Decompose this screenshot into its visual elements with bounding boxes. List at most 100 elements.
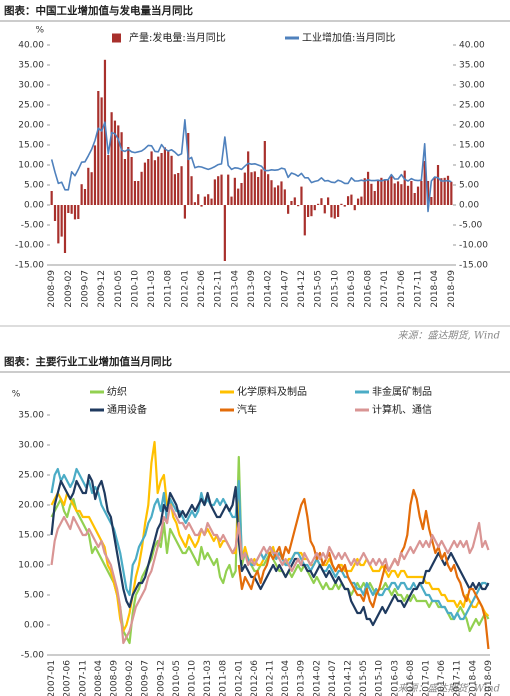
legend-swatch [112, 33, 121, 43]
bar [390, 176, 393, 205]
x-tick-label: 2016-08 [406, 660, 416, 696]
y-tick-label: 25.00 [18, 471, 44, 481]
bar [133, 181, 137, 205]
bar [163, 147, 167, 205]
x-tick-label: 2015-10 [330, 270, 340, 308]
x-tick-label: 2017-11 [414, 270, 424, 308]
x-tick-label: 2013-09 [297, 660, 307, 696]
y-tick-label: -15.00 [15, 261, 44, 271]
x-tick-label: 2018-04 [430, 270, 440, 308]
legend-label: 工业增加值:当月同比 [302, 31, 395, 44]
x-tick-label: 2011-03 [147, 270, 157, 308]
bar [440, 178, 443, 205]
bar [300, 186, 303, 205]
bar [60, 205, 63, 237]
y2-tick-label: 25.00 [459, 101, 485, 111]
bar [257, 177, 260, 205]
x-tick-label: 2017-11 [453, 660, 463, 696]
line [50, 119, 452, 213]
y2-tick-label: -5.00 [459, 221, 483, 231]
bar [137, 181, 140, 205]
y2-tick-label: 5.00 [459, 181, 479, 191]
bar [83, 189, 87, 205]
bar [313, 205, 316, 211]
y-tick-label: 15.00 [18, 531, 44, 541]
bar [190, 176, 193, 205]
bar [327, 197, 330, 205]
bar [170, 155, 173, 205]
y-tick-label: 5.00 [24, 591, 44, 601]
bar [53, 205, 57, 221]
bar [406, 185, 410, 205]
bar [150, 151, 153, 205]
bar [120, 132, 123, 205]
y-unit: % [35, 26, 44, 36]
x-tick-label: 2017-06 [437, 660, 447, 696]
x-tick-label: 2016-03 [390, 660, 400, 696]
x-tick-label: 2012-11 [214, 270, 224, 308]
bar [297, 205, 300, 207]
bar [270, 180, 273, 205]
x-tick-label: 2015-10 [375, 660, 385, 696]
x-tick-label: 2014-07 [328, 660, 338, 696]
bar [287, 205, 290, 214]
bar [173, 174, 176, 205]
bar [147, 159, 150, 205]
x-tick-label: 2012-01 [234, 660, 244, 696]
bar [50, 191, 53, 205]
y2-tick-label: 20.00 [459, 121, 485, 131]
line [50, 473, 490, 627]
bar [393, 183, 396, 205]
x-tick-label: 2013-04 [230, 270, 240, 308]
bar [180, 166, 183, 205]
y-tick-label: 10.00 [18, 561, 44, 571]
bar [420, 181, 423, 205]
bar [350, 194, 353, 205]
y2-tick-label: -10.00 [459, 241, 488, 251]
x-tick-label: 2008-09 [109, 660, 119, 696]
bar [263, 141, 266, 205]
bar [426, 181, 430, 205]
x-tick-label: 2013-09 [247, 270, 257, 308]
bar [70, 205, 73, 214]
bar [320, 198, 323, 205]
bar [356, 198, 360, 205]
legend-label: 化学原料及制品 [237, 385, 307, 398]
x-tick-label: 2011-03 [203, 660, 213, 696]
y-tick-label: 35.00 [18, 411, 44, 421]
x-tick-label: 2014-02 [312, 660, 322, 696]
y-tick-label: 20.00 [18, 501, 44, 511]
bar [67, 205, 70, 213]
x-tick-label: 2015-05 [314, 270, 324, 308]
y-tick-label: 20.00 [18, 121, 44, 131]
bar [117, 125, 120, 205]
bar [317, 203, 320, 205]
y-tick-label: -5.00 [21, 221, 45, 231]
bar [233, 177, 236, 205]
bar [177, 173, 180, 205]
x-tick-label: 2017-01 [380, 270, 390, 308]
bar [323, 205, 326, 214]
bar [127, 147, 130, 205]
x-tick-label: 2009-07 [80, 270, 90, 308]
bar [63, 205, 67, 253]
bar [100, 97, 103, 205]
x-tick-label: 2008-04 [94, 660, 104, 696]
bar [143, 162, 147, 205]
y-tick-label: 25.00 [18, 101, 44, 111]
bar [430, 197, 433, 205]
bar [183, 205, 186, 219]
x-tick-label: 2007-11 [78, 660, 88, 696]
x-tick-label: 2017-06 [397, 270, 407, 308]
y-tick-label: 0.00 [24, 621, 44, 631]
bar [396, 181, 400, 205]
bar [340, 203, 343, 205]
y-tick-label: -5.00 [21, 651, 45, 661]
line [50, 440, 490, 633]
y2-tick-label: 30.00 [459, 81, 485, 91]
bar [110, 112, 113, 205]
bar [443, 177, 446, 205]
x-tick-label: 2014-07 [280, 270, 290, 308]
chart-title: 图表：主要行业工业增加值当月同比 [4, 355, 172, 368]
